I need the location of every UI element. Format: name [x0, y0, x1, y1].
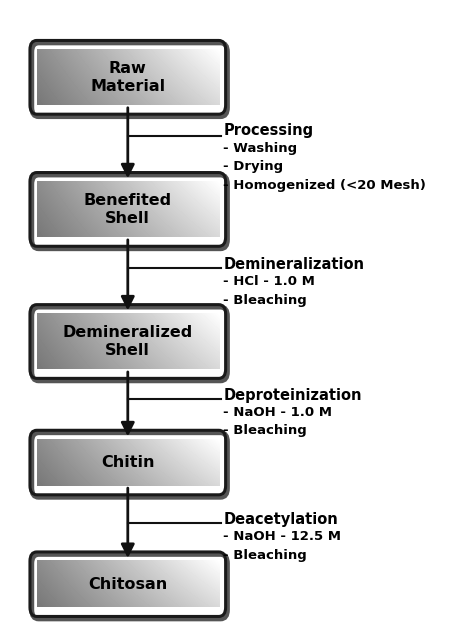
Text: - Bleaching: - Bleaching [223, 548, 307, 561]
Text: Demineralization: Demineralization [223, 257, 365, 272]
Text: - NaOH - 12.5 M: - NaOH - 12.5 M [223, 530, 341, 543]
Text: Deacetylation: Deacetylation [223, 512, 338, 527]
Text: - Washing: - Washing [223, 142, 298, 155]
FancyBboxPatch shape [30, 552, 226, 616]
Text: Deproteinization: Deproteinization [223, 388, 362, 403]
Text: - HCl - 1.0 M: - HCl - 1.0 M [223, 275, 315, 288]
Text: - Drying: - Drying [223, 160, 283, 173]
FancyBboxPatch shape [30, 305, 226, 378]
Text: Demineralized
Shell: Demineralized Shell [63, 325, 193, 358]
Text: Benefited
Shell: Benefited Shell [84, 193, 172, 226]
Text: Chitin: Chitin [101, 455, 155, 470]
FancyBboxPatch shape [30, 40, 226, 114]
FancyBboxPatch shape [30, 173, 226, 246]
Text: Chitosan: Chitosan [88, 577, 167, 592]
Text: - Bleaching: - Bleaching [223, 424, 307, 438]
Text: - Homogenized (<20 Mesh): - Homogenized (<20 Mesh) [223, 179, 426, 192]
FancyBboxPatch shape [30, 430, 226, 495]
Text: Processing: Processing [223, 124, 313, 138]
Text: - Bleaching: - Bleaching [223, 294, 307, 307]
Text: - NaOH - 1.0 M: - NaOH - 1.0 M [223, 406, 332, 419]
Text: Raw
Material: Raw Material [90, 61, 165, 94]
